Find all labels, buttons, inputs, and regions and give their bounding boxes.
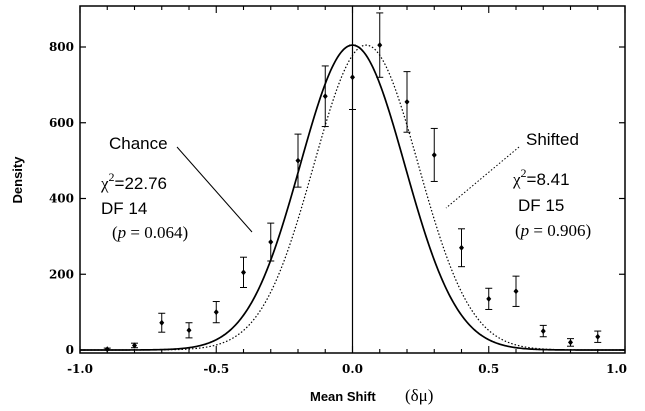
data-point	[212, 301, 220, 324]
data-point	[267, 222, 275, 262]
shifted-chi2-superscript: 2	[521, 166, 527, 180]
chance-annotation: Chance χ2=22.76 DF 14 (p = 0.064)	[100, 134, 253, 242]
chance-df: DF 14	[101, 199, 147, 218]
chance-p: (p = 0.064)	[112, 223, 188, 242]
y-axis-label: Density	[10, 156, 25, 204]
chance-p-value: = 0.064)	[126, 223, 188, 242]
data-point	[512, 275, 520, 307]
y-axis-ticks: 0 200 400 600 800	[49, 40, 625, 357]
chance-chi2-superscript: 2	[109, 170, 115, 184]
data-point	[103, 346, 111, 353]
shifted-p-value: = 0.906)	[529, 221, 591, 240]
data-point	[349, 44, 356, 110]
data-point	[485, 287, 493, 310]
y-tick-label: 0	[66, 343, 74, 357]
data-point	[158, 312, 166, 333]
data-point	[403, 71, 411, 133]
y-tick-label: 400	[49, 192, 74, 206]
data-point	[430, 127, 438, 182]
data-point	[594, 330, 602, 343]
shifted-chi2: χ2=8.41	[512, 166, 570, 189]
point-marker	[486, 295, 492, 302]
chance-label: Chance	[109, 134, 168, 153]
data-point	[567, 338, 574, 347]
point-marker	[104, 346, 110, 353]
shifted-df: DF 15	[518, 196, 564, 215]
x-tick-label: 0.0	[342, 362, 363, 376]
point-marker	[568, 339, 573, 346]
shifted-chi2-symbol: χ	[512, 170, 521, 189]
point-marker	[295, 157, 301, 164]
point-marker	[459, 244, 464, 251]
shifted-chi2-value: =8.41	[527, 170, 570, 189]
point-marker	[540, 328, 546, 335]
chance-chi2-value: =22.76	[115, 174, 167, 193]
chance-chi2-symbol: χ	[100, 174, 109, 193]
point-marker	[595, 333, 601, 340]
data-point	[539, 324, 547, 338]
point-marker	[268, 239, 274, 246]
point-marker	[431, 151, 437, 158]
point-marker	[350, 74, 355, 81]
data-point	[131, 342, 138, 349]
x-axis-label: Mean Shift	[310, 389, 376, 404]
chance-leader-line	[176, 146, 253, 233]
shifted-p: (p = 0.906)	[515, 221, 591, 240]
chance-p-var: p	[117, 223, 127, 242]
x-axis-symbol: (δμ)	[405, 386, 433, 405]
x-tick-label: -0.5	[203, 362, 229, 376]
point-marker	[513, 288, 519, 295]
data-point	[458, 228, 465, 268]
point-marker	[241, 269, 246, 276]
shifted-p-var: p	[520, 221, 530, 240]
data-point	[376, 12, 384, 78]
data-point	[240, 256, 247, 289]
point-marker	[377, 42, 383, 49]
shifted-label: Shifted	[526, 130, 579, 149]
shifted-p-open: (	[515, 221, 521, 240]
y-tick-label: 800	[49, 40, 74, 54]
y-tick-label: 600	[49, 116, 74, 130]
x-tick-label: 0.5	[478, 362, 499, 376]
x-tick-label: 1.0	[606, 362, 627, 376]
chance-p-open: (	[112, 223, 118, 242]
data-points	[103, 12, 602, 353]
point-marker	[213, 309, 219, 316]
point-marker	[186, 327, 192, 334]
point-marker	[159, 319, 165, 326]
chance-chi2: χ2=22.76	[100, 170, 167, 193]
shifted-annotation: Shifted χ2=8.41 DF 15 (p = 0.906)	[445, 130, 591, 240]
point-marker	[132, 342, 137, 349]
shifted-leader-line	[445, 146, 520, 209]
data-point	[185, 322, 193, 339]
x-tick-label: -1.0	[67, 362, 93, 376]
y-tick-label: 200	[49, 267, 74, 281]
point-marker	[404, 98, 410, 105]
data-point	[294, 133, 302, 188]
point-marker	[322, 93, 328, 100]
data-point	[321, 65, 329, 128]
